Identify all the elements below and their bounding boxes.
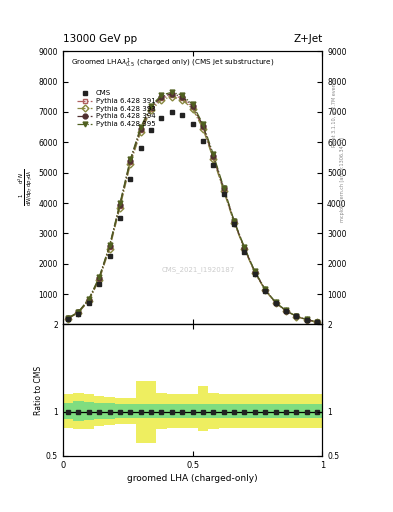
X-axis label: groomed LHA (charged-only): groomed LHA (charged-only): [127, 474, 258, 483]
Text: Groomed LHA$\lambda^1_{0.5}$ (charged only) (CMS jet substructure): Groomed LHA$\lambda^1_{0.5}$ (charged on…: [71, 57, 274, 70]
Y-axis label: $\frac{1}{\mathrm{d}N/\mathrm{d}p_T}\frac{\mathrm{d}^2N}{\mathrm{d}p_T\mathrm{d}: $\frac{1}{\mathrm{d}N/\mathrm{d}p_T}\fra…: [17, 169, 34, 206]
Text: 13000 GeV pp: 13000 GeV pp: [63, 33, 137, 44]
Text: CMS_2021_I1920187: CMS_2021_I1920187: [161, 266, 234, 273]
Text: Rivet 3.1.10, ≥ 2.7M events: Rivet 3.1.10, ≥ 2.7M events: [332, 78, 337, 147]
Y-axis label: Ratio to CMS: Ratio to CMS: [34, 366, 43, 415]
Legend: CMS, Pythia 6.428 391, Pythia 6.428 393, Pythia 6.428 394, Pythia 6.428 395: CMS, Pythia 6.428 391, Pythia 6.428 393,…: [74, 88, 158, 130]
Text: mcplots.cern.ch [arXiv:1306.3436]: mcplots.cern.ch [arXiv:1306.3436]: [340, 137, 345, 222]
Text: Z+Jet: Z+Jet: [293, 33, 322, 44]
